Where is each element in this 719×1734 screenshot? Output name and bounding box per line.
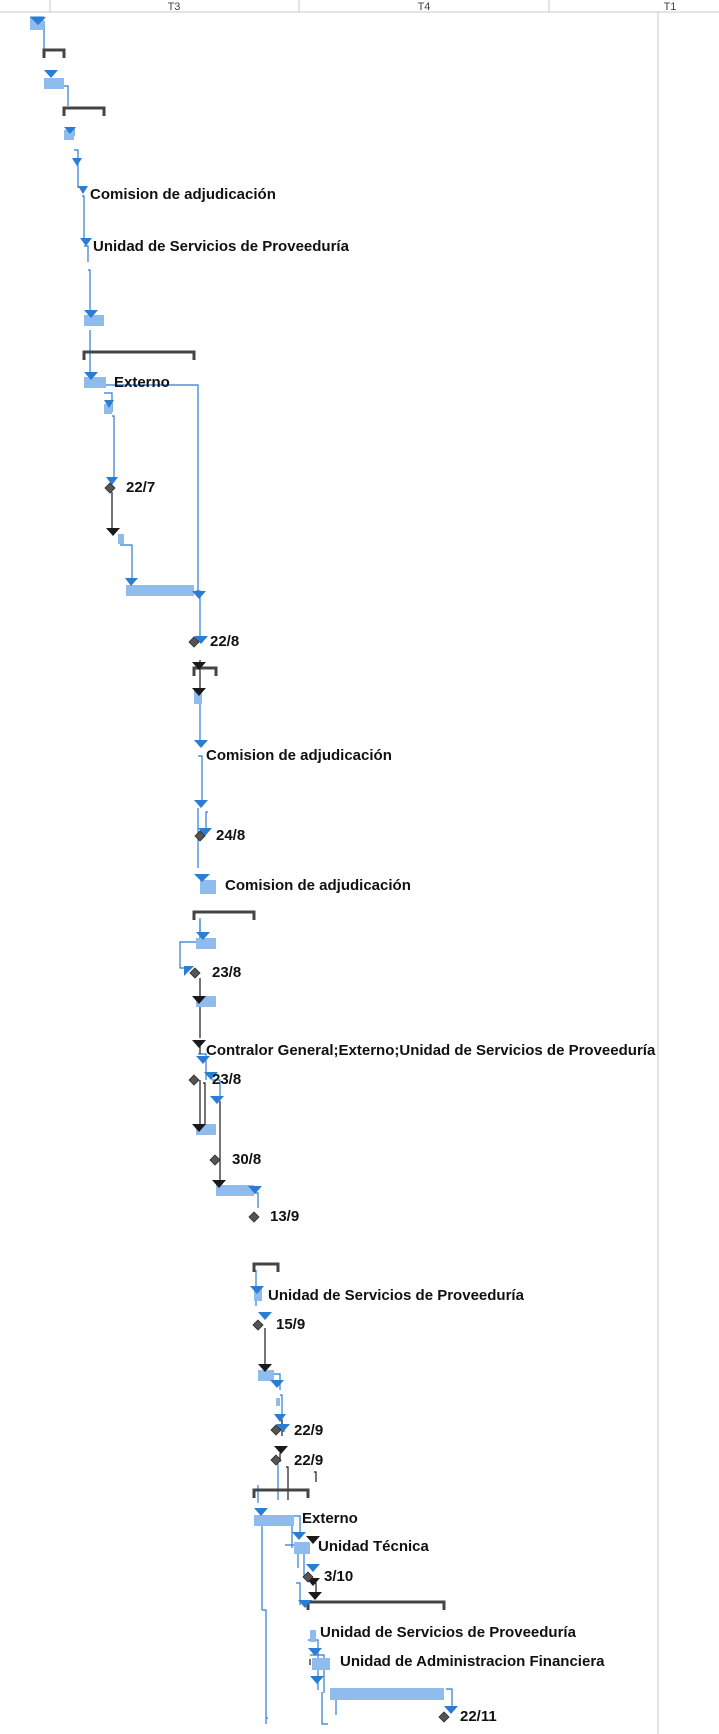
- resource-label: Comision de adjudicación: [206, 747, 392, 764]
- task-bar[interactable]: [200, 880, 216, 894]
- task-bar[interactable]: [194, 690, 202, 704]
- milestone-date: 24/8: [216, 827, 245, 844]
- summary-bar[interactable]: [306, 1600, 446, 1610]
- resource-label: Contralor General;Externo;Unidad de Serv…: [206, 1042, 656, 1059]
- task-bar[interactable]: [196, 996, 216, 1007]
- milestone[interactable]: [252, 1319, 264, 1331]
- milestone[interactable]: [194, 830, 206, 842]
- summary-bar[interactable]: [192, 910, 256, 920]
- resource-label: Unidad de Administracion Financiera: [340, 1653, 605, 1670]
- task-bar[interactable]: [84, 315, 104, 326]
- timescale-period-t1: T1: [664, 1, 677, 13]
- milestone-dates: 22/7 22/8 24/8 23/8 23/8 30/8 13/9 15/9 …: [126, 479, 497, 1725]
- task-bar[interactable]: [44, 78, 64, 89]
- milestone[interactable]: [302, 1571, 314, 1583]
- milestone[interactable]: [104, 482, 116, 494]
- task-bar[interactable]: [294, 1542, 310, 1554]
- milestone-date: 22/8: [210, 633, 239, 650]
- milestone-date: 22/11: [460, 1708, 497, 1725]
- summary-bar[interactable]: [42, 48, 66, 58]
- milestone[interactable]: [438, 1711, 450, 1723]
- arrowheads: [30, 17, 458, 1714]
- task-bar[interactable]: [254, 1288, 262, 1301]
- task-bar[interactable]: [104, 404, 112, 414]
- task-bar[interactable]: [258, 1370, 274, 1381]
- task-bar[interactable]: [196, 938, 216, 949]
- milestone[interactable]: [270, 1454, 282, 1466]
- summary-bar[interactable]: [252, 1488, 310, 1498]
- summary-bar[interactable]: [62, 106, 106, 116]
- task-bar[interactable]: [312, 1658, 330, 1670]
- milestone[interactable]: [188, 1074, 200, 1086]
- resource-label: Comision de adjudicación: [90, 186, 276, 203]
- resource-label: Unidad de Servicios de Proveeduría: [268, 1287, 525, 1304]
- resource-label: Unidad de Servicios de Proveeduría: [320, 1624, 577, 1641]
- task-bar[interactable]: [276, 1398, 280, 1406]
- task-bar[interactable]: [126, 585, 194, 596]
- milestone[interactable]: [188, 636, 200, 648]
- task-bars: [30, 16, 444, 1700]
- task-bar[interactable]: [118, 534, 124, 544]
- timescale-header: T3 T4 T1: [0, 0, 719, 13]
- summary-bars: [42, 48, 446, 1610]
- milestone-date: 15/9: [276, 1316, 305, 1333]
- task-bar[interactable]: [216, 1185, 254, 1196]
- milestone-date: 30/8: [232, 1151, 261, 1168]
- task-bar[interactable]: [64, 130, 74, 140]
- task-bar[interactable]: [330, 1688, 444, 1700]
- task-bar[interactable]: [84, 377, 106, 388]
- summary-bar[interactable]: [192, 666, 218, 676]
- task-bar[interactable]: [310, 1630, 316, 1642]
- summary-bar[interactable]: [252, 1262, 280, 1272]
- milestone-date: 13/9: [270, 1208, 299, 1225]
- summary-bar[interactable]: [82, 350, 196, 360]
- milestone-date: 23/8: [212, 1071, 241, 1088]
- milestone-date: 22/9: [294, 1452, 323, 1469]
- milestone[interactable]: [270, 1424, 282, 1436]
- task-bar[interactable]: [254, 1515, 294, 1526]
- milestone-date: 3/10: [324, 1568, 353, 1585]
- resource-label: Unidad de Servicios de Proveeduría: [93, 238, 350, 255]
- resource-label: Comision de adjudicación: [225, 877, 411, 894]
- milestone-date: 23/8: [212, 964, 241, 981]
- resource-labels: Comision de adjudicación Unidad de Servi…: [90, 186, 656, 1670]
- timescale-period-t4: T4: [418, 1, 431, 13]
- milestone[interactable]: [209, 1154, 221, 1166]
- timescale-period-t3: T3: [168, 1, 181, 13]
- resource-label: Externo: [114, 374, 170, 391]
- task-bar[interactable]: [196, 1124, 216, 1135]
- milestone-date: 22/9: [294, 1422, 323, 1439]
- resource-label: Unidad Técnica: [318, 1538, 430, 1555]
- milestone[interactable]: [189, 967, 201, 979]
- resource-label: Externo: [302, 1510, 358, 1527]
- milestones: [104, 482, 450, 1723]
- milestone-date: 22/7: [126, 479, 155, 496]
- milestone[interactable]: [248, 1211, 260, 1223]
